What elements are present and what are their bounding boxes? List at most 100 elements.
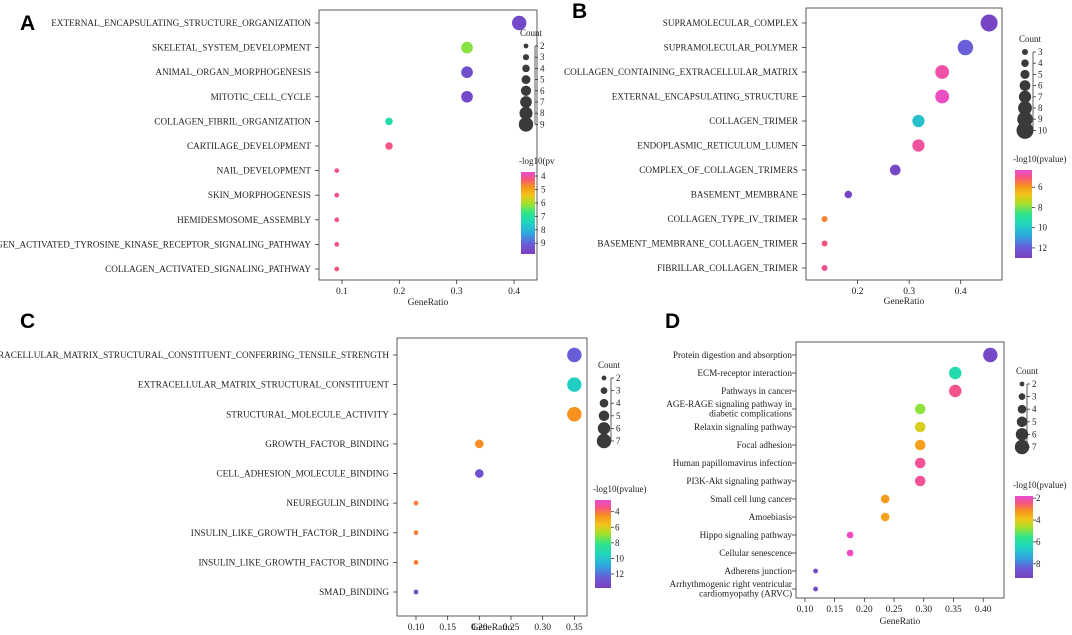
size-legend-swatch (1016, 416, 1028, 428)
panel-d: D Protein digestion and absorption ECM-rec… (665, 310, 1066, 627)
color-bar-label: 8 (541, 225, 546, 235)
data-point (461, 41, 473, 54)
x-axis-label: GeneRatio (472, 623, 513, 633)
color-bar-label: 6 (615, 522, 620, 532)
color-bar-label: 6 (541, 198, 546, 208)
data-point (912, 114, 925, 128)
color-bar-label: 4 (1036, 515, 1041, 525)
term-label: BASEMENT_MEMBRANE (691, 190, 799, 200)
size-legend-swatch (518, 117, 534, 132)
term-label: FIBRILLAR_COLLAGEN_TRIMER (657, 263, 799, 273)
x-tick-label: 0.30 (534, 623, 551, 633)
size-legend-swatch (1018, 90, 1032, 103)
term-label: Relaxin signaling pathway (694, 422, 792, 432)
data-point (461, 66, 473, 79)
data-point (880, 494, 890, 504)
data-point (914, 439, 926, 451)
size-legend-label: 6 (616, 423, 621, 433)
plot-frame (805, 7, 1003, 281)
size-legend-swatch (1020, 69, 1030, 79)
size-legend-swatch (1014, 439, 1030, 455)
size-legend-swatch (598, 410, 610, 422)
term-label: COLLAGEN_TRIMER (709, 116, 799, 126)
size-legend-title: Count (520, 28, 543, 38)
data-point (334, 242, 340, 247)
data-point (385, 117, 393, 126)
term-label: STRUCTURAL_MOLECULE_ACTIVITY (226, 409, 389, 419)
size-legend-label: 7 (1038, 92, 1043, 102)
term-label: Protein digestion and absorption (673, 350, 793, 360)
size-legend-swatch (1022, 49, 1028, 55)
data-point (334, 192, 340, 198)
x-tick-label: 0.4 (508, 287, 520, 297)
color-bar-label: 10 (1038, 223, 1048, 233)
term-label: ANIMAL_ORGAN_MORPHOGENESIS (155, 67, 311, 77)
data-point (512, 15, 527, 31)
size-legend-swatch (1018, 101, 1032, 115)
data-point (334, 168, 340, 174)
color-bar (521, 172, 535, 254)
data-point (846, 549, 854, 557)
size-legend-swatch (1019, 80, 1031, 91)
size-legend-title: Count (1019, 34, 1042, 44)
data-point (413, 589, 419, 595)
size-legend-swatch (1017, 404, 1027, 414)
x-axis-label: GeneRatio (884, 297, 925, 307)
size-legend-label: 8 (540, 108, 545, 118)
color-bar-label: 12 (1038, 243, 1047, 253)
term-label: EXTRACELLULAR_MATRIX_STRUCTURAL_CONSTITU… (138, 380, 390, 390)
term-label: ECM-receptor interaction (697, 368, 792, 378)
x-tick-label: 0.35 (945, 605, 962, 615)
color-bar-label: 9 (541, 238, 546, 248)
size-legend-swatch (523, 43, 529, 49)
x-axis-label: GeneRatio (880, 617, 921, 627)
x-tick-label: 0.25 (503, 623, 520, 633)
data-point (385, 142, 393, 150)
x-tick-label: 0.3 (451, 287, 463, 297)
term-label: CELL_ADHESION_MOLECULE_BINDING (216, 469, 389, 479)
size-legend-swatch (519, 106, 533, 120)
color-bar-label: 4 (541, 171, 546, 181)
size-legend-swatch (1016, 121, 1034, 139)
plot-frame (795, 341, 1005, 599)
size-legend-label: 6 (540, 86, 545, 96)
color-bar-label: 8 (1038, 202, 1043, 212)
term-label: SMAD_BINDING (319, 587, 389, 597)
size-legend-swatch (520, 85, 532, 96)
term-label: AGE-RAGE signaling pathway in diabetic co… (666, 399, 792, 419)
term-label: ENDOPLASMIC_RETICULUM_LUMEN (637, 141, 798, 151)
data-point (461, 90, 473, 103)
term-label: COLLAGEN_ACTIVATED_SIGNALING_PATHWAY (105, 264, 311, 274)
term-label: NAIL_DEVELOPMENT (217, 166, 312, 176)
data-point (813, 586, 819, 592)
color-bar-label: 8 (1036, 559, 1041, 569)
size-legend-swatch (1015, 428, 1029, 441)
size-legend-label: 4 (616, 398, 621, 408)
panel-letter: A (20, 12, 35, 35)
data-point (914, 403, 926, 415)
data-point (846, 531, 854, 539)
panel-b: B SUPRAMOLECULAR_COMPLEX SUPRAMOLECULAR_PO… (564, 0, 1067, 307)
size-legend-label: 4 (540, 63, 545, 73)
term-label: EXTRACELLULAR_MATRIX_STRUCTURAL_CONSTITU… (0, 350, 389, 360)
data-point (983, 347, 998, 363)
data-point (914, 421, 926, 433)
data-point (935, 89, 950, 104)
size-legend-swatch (601, 375, 607, 381)
term-label: Small cell lung cancer (710, 494, 792, 504)
term-label: CARTILAGE_DEVELOPMENT (187, 141, 311, 151)
size-legend-label: 2 (616, 373, 621, 383)
term-label: INSULIN_LIKE_GROWTH_FACTOR_I_BINDING (191, 528, 390, 538)
size-legend-label: 5 (1032, 417, 1037, 427)
x-tick-label: 0.25 (886, 605, 903, 615)
color-bar (1015, 170, 1032, 258)
size-legend-label: 3 (1038, 47, 1043, 57)
size-legend-swatch (1021, 59, 1029, 67)
term-label: BASEMENT_MEMBRANE_COLLAGEN_TRIMER (597, 239, 798, 249)
term-label: INSULIN_LIKE_GROWTH_FACTOR_BINDING (198, 557, 389, 567)
x-tick-label: 0.4 (955, 287, 967, 297)
data-point (821, 240, 828, 247)
term-label: EXTERNAL_ENCAPSULATING_STRUCTURE (612, 92, 799, 102)
plot-frame (318, 9, 538, 281)
data-point (334, 217, 340, 223)
